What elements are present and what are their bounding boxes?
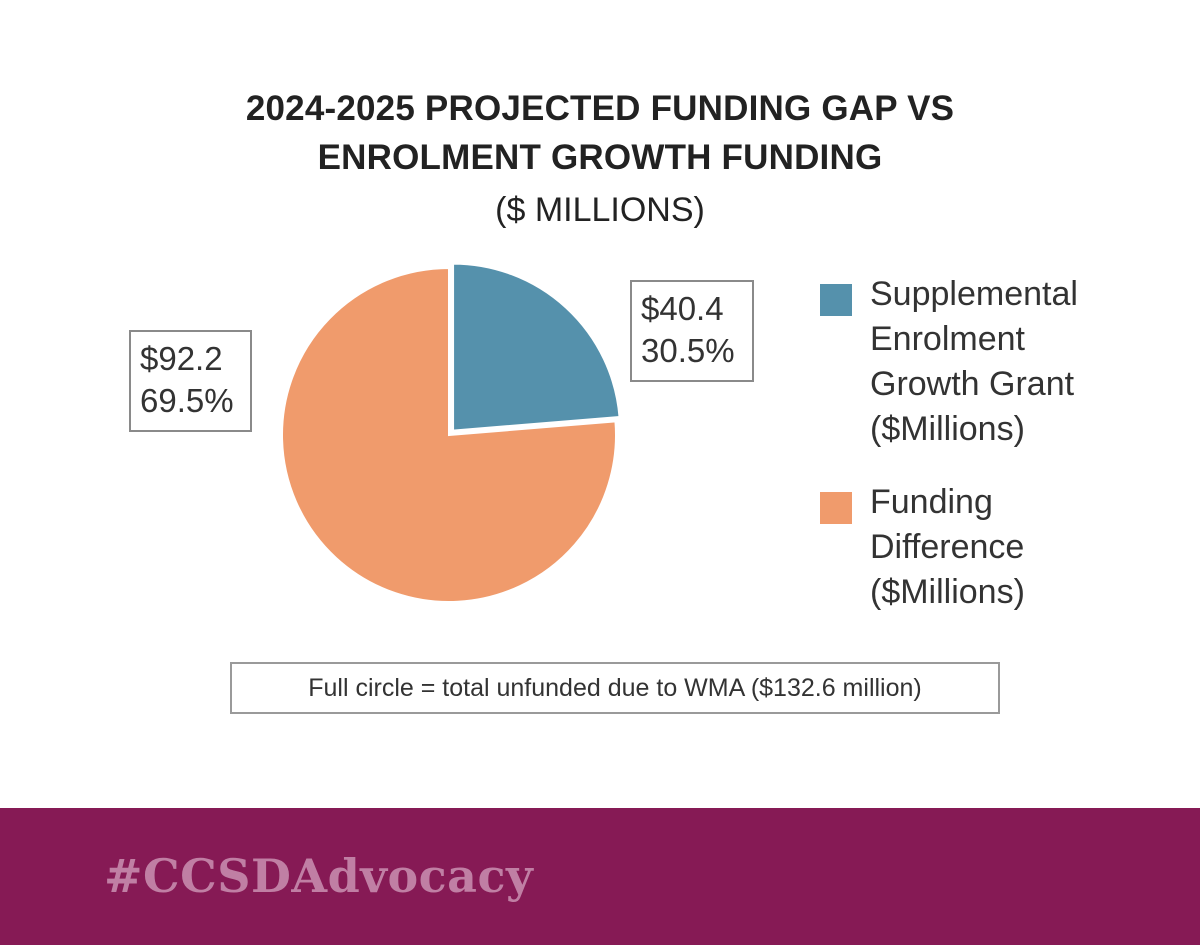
pie-slice-supplemental	[452, 262, 621, 432]
legend-item-funding-difference: Funding Difference ($Millions)	[820, 480, 1078, 615]
slice-percent-label-funding-difference: 69.5%	[140, 382, 234, 419]
footer-hashtag: #CCSDAdvocacy	[104, 849, 534, 903]
legend-label-funding-difference: Funding Difference ($Millions)	[870, 480, 1078, 615]
legend-line: Enrolment	[870, 320, 1025, 358]
slice-label-funding-difference: $92.2 69.5%	[129, 330, 252, 432]
chart-legend: Supplemental Enrolment Growth Grant ($Mi…	[820, 272, 1078, 615]
pie-slice-funding-difference	[281, 266, 617, 603]
slice-percent-label-supplemental: 30.5%	[641, 332, 735, 369]
legend-line: Growth Grant	[870, 365, 1075, 403]
legend-line: ($Millions)	[870, 410, 1025, 448]
legend-line: Funding	[870, 483, 993, 521]
chart-title-block: 2024-2025 PROJECTED FUNDING GAP VS ENROL…	[0, 84, 1200, 236]
legend-line: Supplemental	[870, 275, 1078, 313]
legend-swatch-supplemental	[820, 284, 852, 316]
chart-title-line-1: 2024-2025 PROJECTED FUNDING GAP VS	[245, 89, 955, 128]
legend-line: ($Millions)	[870, 573, 1025, 611]
slice-label-supplemental: $40.4 30.5%	[630, 280, 754, 382]
slice-value-label-funding-difference: $92.2	[140, 340, 223, 377]
chart-subtitle: ($ MILLIONS)	[495, 191, 705, 229]
chart-note: Full circle = total unfunded due to WMA …	[230, 662, 1000, 714]
legend-swatch-funding-difference	[820, 492, 852, 524]
legend-item-supplemental: Supplemental Enrolment Growth Grant ($Mi…	[820, 272, 1078, 452]
slice-value-label-supplemental: $40.4	[641, 290, 724, 327]
chart-title-line-2: ENROLMENT GROWTH FUNDING	[317, 138, 883, 177]
legend-line: Difference	[870, 528, 1025, 566]
footer-banner: #CCSDAdvocacy	[0, 808, 1200, 945]
legend-label-supplemental: Supplemental Enrolment Growth Grant ($Mi…	[870, 272, 1078, 452]
